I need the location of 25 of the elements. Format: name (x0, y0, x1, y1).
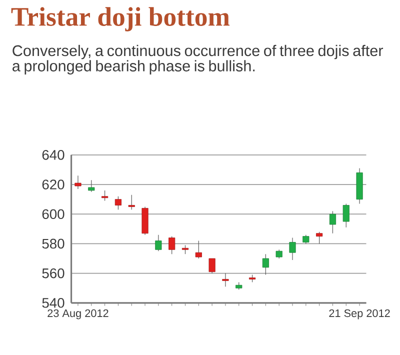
candlestick (289, 238, 296, 261)
candlestick (222, 273, 229, 288)
y-tick-label: 540 (42, 298, 64, 308)
candlestick (74, 176, 82, 190)
candlestick (342, 204, 350, 228)
candlestick (168, 236, 176, 255)
candlestick (195, 240, 202, 260)
candlestick (102, 190, 108, 202)
y-tick-label: 640 (42, 150, 64, 160)
chart-title: Tristar doji bottom (11, 7, 230, 32)
candlestick (128, 194, 135, 210)
chart-subtitle: Conversely, a continuous occurrence of three dojis after a prolonged bearish phase is bullish. (12, 45, 384, 75)
candlestick (329, 211, 336, 234)
candlestick (316, 232, 323, 244)
y-tick-label: 620 (42, 180, 64, 190)
x-tick-label: 23 Aug 2012 (48, 310, 108, 320)
x-tick-label: 21 Sep 2012 (329, 310, 390, 320)
candlestick (208, 258, 216, 274)
candlestick (114, 196, 122, 210)
candlestick (262, 254, 269, 276)
candlestick (88, 180, 95, 192)
y-tick-label: 560 (42, 268, 64, 278)
y-tick-label: 600 (42, 209, 64, 220)
y-tick-label: 580 (42, 239, 64, 249)
candlestick (155, 234, 162, 252)
